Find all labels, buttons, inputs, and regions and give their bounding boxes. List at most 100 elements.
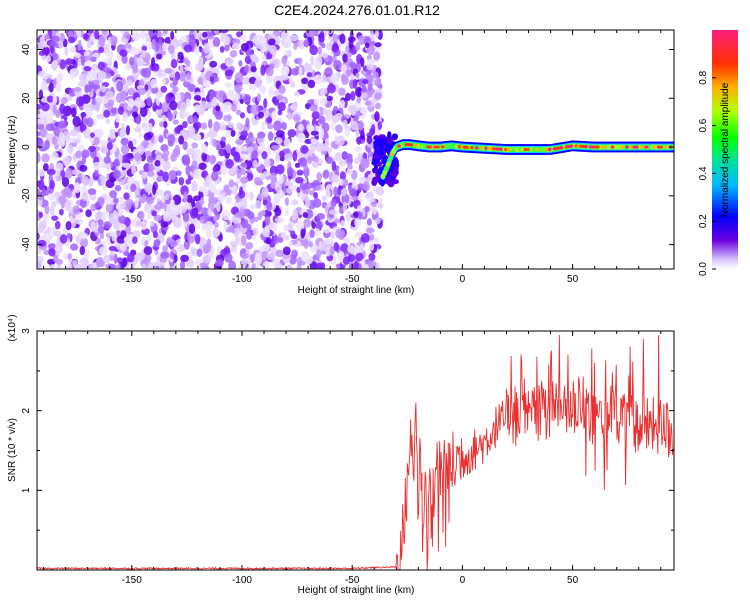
noise-dot: [72, 205, 80, 215]
noise-dot: [129, 46, 138, 56]
noise-dot: [98, 46, 105, 54]
spectrogram-frame: [36, 29, 675, 270]
noise-dot: [41, 79, 47, 90]
noise-dot: [88, 177, 94, 187]
noise-dot: [47, 192, 56, 201]
noise-dot: [263, 98, 268, 109]
noise-dot: [245, 241, 254, 250]
noise-dot: [272, 222, 278, 232]
noise-dot: [216, 201, 221, 212]
y-tick-label: -40: [21, 237, 32, 252]
noise-dot: [266, 123, 274, 130]
noise-dot: [342, 119, 348, 127]
noise-dot: [174, 144, 181, 156]
noise-dot: [330, 199, 337, 207]
noise-dot: [260, 209, 266, 217]
noise-dot: [245, 229, 253, 240]
noise-dot: [293, 42, 298, 51]
noise-dot: [189, 208, 198, 219]
noise-dot: [41, 153, 50, 163]
noise-dot: [234, 231, 239, 238]
noise-dot: [77, 57, 83, 67]
noise-dot: [39, 128, 48, 138]
noise-dot: [98, 35, 104, 47]
noise-dot: [155, 95, 161, 106]
noise-dot: [342, 151, 347, 159]
noise-dot: [296, 186, 301, 193]
noise-dot: [172, 86, 179, 93]
noise-dot: [42, 213, 50, 223]
noise-dot: [130, 183, 137, 193]
noise-dot: [97, 70, 107, 81]
noise-dot: [134, 189, 140, 196]
noise-dot: [185, 165, 191, 176]
noise-dot: [261, 121, 266, 131]
noise-dot: [345, 69, 352, 77]
noise-dot: [285, 148, 291, 154]
noise-dot: [67, 144, 74, 154]
noise-dot: [199, 100, 208, 111]
noise-dot: [110, 107, 117, 115]
noise-dot: [195, 218, 201, 230]
noise-dot: [176, 244, 185, 253]
x-tick-label: 0: [460, 575, 466, 586]
noise-dot: [334, 135, 339, 145]
noise-dot: [193, 168, 201, 180]
noise-dot: [206, 131, 213, 138]
noise-dot: [369, 127, 376, 136]
noise-dot: [123, 236, 132, 244]
noise-dot: [187, 125, 195, 135]
noise-dot: [369, 234, 375, 241]
noise-dot: [154, 203, 163, 210]
y-tick-label: 3: [21, 328, 32, 334]
noise-dot: [79, 164, 88, 172]
transition-dot: [378, 134, 386, 139]
figure-title: C2E4.2024.276.01.01.R12: [274, 2, 440, 18]
noise-dot: [116, 80, 124, 92]
noise-dot: [209, 154, 216, 165]
noise-dot: [65, 188, 73, 199]
noise-dot: [123, 83, 129, 93]
noise-dot: [88, 145, 96, 153]
noise-dot: [79, 245, 86, 256]
noise-dot: [223, 35, 231, 46]
noise-dot: [236, 31, 242, 38]
noise-dot: [269, 45, 277, 55]
noise-dot: [55, 258, 64, 265]
noise-dot: [268, 86, 274, 97]
noise-dot: [94, 201, 101, 209]
noise-dot: [254, 180, 264, 186]
noise-dot: [178, 176, 185, 186]
noise-dot: [309, 45, 319, 56]
noise-dot: [192, 133, 202, 140]
noise-dot: [170, 58, 178, 69]
noise-dot: [245, 49, 251, 57]
noise-dot: [280, 74, 289, 81]
noise-dot: [294, 91, 300, 97]
noise-dot: [112, 209, 118, 221]
noise-dot: [235, 236, 240, 244]
noise-dot: [357, 87, 362, 98]
noise-dot: [119, 49, 128, 57]
noise-dot: [284, 207, 290, 217]
noise-dot: [353, 260, 359, 269]
noise-dot: [113, 158, 120, 167]
noise-dot: [213, 121, 221, 132]
noise-dot: [94, 30, 100, 40]
noise-dot: [177, 51, 184, 60]
noise-dot: [276, 94, 284, 101]
noise-dot: [115, 113, 121, 123]
noise-dot: [253, 34, 262, 45]
noise-dot: [246, 154, 251, 161]
noise-dot: [120, 122, 125, 134]
noise-dot: [303, 238, 309, 250]
noise-dot: [183, 191, 188, 203]
noise-dot: [183, 44, 193, 53]
noise-dot: [307, 99, 316, 105]
noise-dot: [195, 63, 204, 72]
noise-dot: [38, 211, 43, 219]
noise-dot: [291, 199, 299, 206]
noise-dot: [212, 166, 218, 173]
noise-dot: [37, 139, 44, 149]
noise-dot: [109, 190, 118, 199]
